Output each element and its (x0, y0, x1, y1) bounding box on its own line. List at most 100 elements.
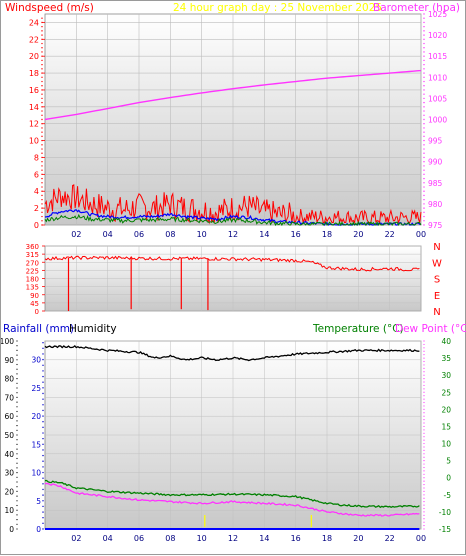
humidity-tick-label: 80 (4, 375, 14, 384)
windspeed-minor-dot (41, 34, 43, 36)
barometer-minor-dot (423, 198, 425, 201)
dewpoint-minor-dot (423, 408, 425, 410)
rainfall-minor-dot (42, 381, 44, 383)
dewpoint-minor-dot (423, 436, 425, 438)
compass-label-w: W (432, 258, 442, 269)
panel1-x-tick-label: 16 (291, 230, 301, 239)
humidity-minor-dot (16, 425, 18, 427)
dewpoint-minor-dot (423, 350, 425, 352)
temperature-tick-label: 30 (441, 371, 451, 380)
dewpoint-minor-dot (423, 507, 425, 510)
rainfall-tick-label: 20 (31, 412, 41, 421)
rainfall-tick-label: 0 (36, 525, 41, 534)
direction-tick-label: 90 (30, 292, 39, 300)
windspeed-minor-dot (41, 123, 43, 125)
windspeed-minor-dot (41, 207, 43, 209)
humidity-tick-label: 100 (1, 337, 14, 346)
humidity-tick-label: 70 (4, 393, 14, 402)
windspeed-minor-dot (41, 135, 43, 138)
humidity-minor-dot (16, 453, 18, 455)
panel3-x-tick-label: 22 (385, 534, 395, 543)
barometer-tick-label: 1020 (428, 31, 447, 40)
windspeed-tick-label: 4 (34, 187, 39, 196)
dewpoint-minor-dot (423, 453, 425, 455)
dewpoint-minor-dot (423, 378, 425, 380)
windspeed-tick-label: 22 (29, 35, 39, 44)
barometer-minor-dot (423, 177, 425, 180)
windspeed-minor-dot (41, 85, 43, 87)
windspeed-tick-label: 0 (34, 221, 39, 230)
barometer-minor-dot (423, 89, 425, 91)
humidity-tick-label: 90 (4, 356, 14, 365)
dewpoint-minor-dot (423, 360, 425, 363)
dewpoint-minor-dot (423, 357, 425, 359)
windspeed-minor-dot (41, 161, 43, 163)
humidity-tick-label: 10 (4, 506, 14, 515)
barometer-minor-dot (423, 156, 425, 159)
barometer-minor-dot (423, 42, 425, 45)
humidity-minor-dot (16, 486, 18, 488)
barometer-minor-dot (423, 34, 425, 36)
windspeed-minor-dot (41, 38, 43, 41)
humidity-minor-dot (16, 401, 18, 403)
dewpoint-minor-dot (423, 494, 425, 496)
humidity-minor-dot (16, 462, 18, 464)
windspeed-axis-title: Windspeed (m/s) (5, 2, 94, 14)
barometer-minor-dot (423, 190, 425, 192)
panel3-x-tick-label: 18 (322, 534, 332, 543)
rainfall-minor-dot (42, 364, 44, 366)
humidity-minor-dot (16, 500, 18, 502)
rainfall-minor-dot (42, 358, 44, 361)
humidity-minor-dot (16, 420, 18, 422)
barometer-minor-dot (423, 169, 425, 171)
humidity-minor-dot (16, 410, 18, 413)
rainfall-minor-dot (42, 500, 44, 502)
barometer-minor-dot (423, 123, 425, 125)
humidity-minor-dot (16, 495, 18, 497)
windspeed-minor-dot (41, 42, 43, 45)
panel1-x-tick-label: 14 (259, 230, 269, 239)
windspeed-minor-dot (41, 21, 43, 24)
rainfall-minor-dot (42, 387, 44, 389)
humidity-minor-dot (16, 429, 18, 431)
windspeed-minor-dot (41, 152, 43, 154)
windspeed-minor-dot (41, 110, 43, 112)
panel1-x-tick-label: 20 (353, 230, 363, 239)
compass-label-e: E (434, 291, 440, 302)
humidity-minor-dot (16, 528, 18, 530)
barometer-minor-dot (423, 152, 425, 154)
rainfall-minor-dot (42, 347, 44, 350)
barometer-minor-dot (423, 203, 425, 205)
rainfall-minor-dot (42, 517, 44, 519)
panel1-x-tick-label: 18 (322, 230, 332, 239)
windspeed-minor-dot (41, 63, 43, 66)
barometer-minor-dot (423, 207, 425, 209)
dewpoint-minor-dot (423, 371, 425, 373)
dewpoint-minor-dot (423, 477, 425, 479)
barometer-minor-dot (423, 101, 425, 104)
dewpoint-minor-dot (423, 347, 425, 349)
barometer-axis-title: Barometer (hpa) (373, 2, 460, 14)
dewpoint-minor-dot (423, 388, 425, 390)
barometer-minor-dot (423, 131, 425, 133)
barometer-minor-dot (423, 13, 425, 15)
rainfall-tick-label: 25 (31, 384, 41, 393)
dewpoint-minor-dot (423, 480, 425, 482)
windspeed-minor-dot (41, 194, 43, 197)
barometer-tick-label: 1000 (428, 116, 447, 125)
dewpoint-minor-dot (423, 340, 425, 342)
windspeed-minor-dot (41, 148, 43, 150)
temperature-line (44, 479, 420, 509)
windspeed-tick-label: 8 (34, 153, 39, 162)
dewpoint-minor-dot (423, 473, 425, 475)
windspeed-tick-label: 16 (29, 86, 39, 95)
temperature-tick-label: -5 (444, 491, 452, 500)
dewpoint-minor-dot (423, 511, 425, 513)
barometer-minor-dot (423, 47, 425, 49)
panel1-x-tick-label: 00 (416, 230, 426, 239)
panel3-x-tick-label: 14 (259, 534, 269, 543)
direction-tick-label: 360 (26, 243, 39, 251)
barometer-minor-dot (423, 161, 425, 163)
compass-label-n: N (433, 307, 440, 318)
